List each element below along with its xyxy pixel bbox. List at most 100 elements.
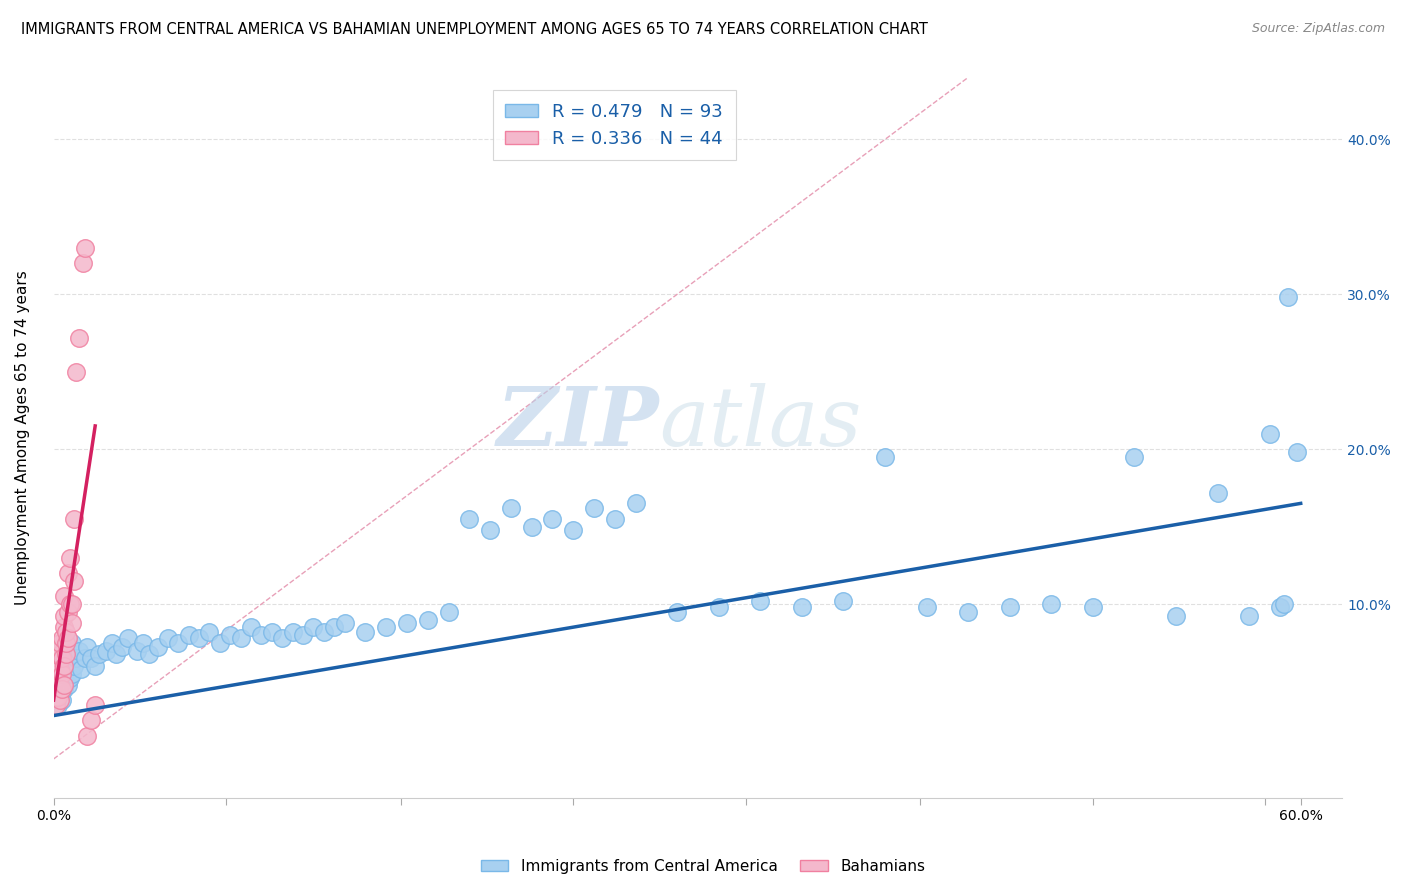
Point [51,693,73,707]
Point [46,698,69,712]
Point [49,687,72,701]
Point [499,501,522,516]
Point [292,628,315,642]
Point [167,636,190,650]
Point [177,628,200,642]
Point [873,450,896,464]
Point [156,631,179,645]
Point [998,600,1021,615]
Point [1277,290,1299,304]
Point [323,620,346,634]
Point [67,643,90,657]
Point [260,624,283,639]
Point [146,640,169,655]
Point [250,628,273,642]
Point [56,566,79,580]
Point [73,241,96,255]
Point [188,631,211,645]
Point [45,659,67,673]
Text: Source: ZipAtlas.com: Source: ZipAtlas.com [1251,22,1385,36]
Point [53,647,76,661]
Text: IMMIGRANTS FROM CENTRAL AMERICA VS BAHAMIAN UNEMPLOYMENT AMONG AGES 65 TO 74 YEA: IMMIGRANTS FROM CENTRAL AMERICA VS BAHAM… [21,22,928,37]
Point [46,659,69,673]
Point [749,594,772,608]
Point [416,613,439,627]
Legend: Immigrants from Central America, Bahamians: Immigrants from Central America, Bahamia… [475,853,931,880]
Point [55,674,77,689]
Point [51,666,73,681]
Point [53,677,76,691]
Point [49,643,72,657]
Point [55,647,77,661]
Point [53,659,76,673]
Point [56,647,79,661]
Point [94,643,117,657]
Point [73,651,96,665]
Point [101,636,124,650]
Point [1237,609,1260,624]
Point [63,512,86,526]
Point [1123,450,1146,464]
Point [60,666,83,681]
Point [45,666,67,681]
Point [53,682,76,697]
Point [479,523,502,537]
Point [45,666,67,681]
Point [1268,600,1291,615]
Point [67,331,90,345]
Point [51,682,73,697]
Point [46,662,69,676]
Point [51,631,73,645]
Point [55,654,77,668]
Point [45,690,67,704]
Point [375,620,398,634]
Point [53,609,76,624]
Point [240,620,263,634]
Point [59,597,82,611]
Point [60,597,83,611]
Point [72,256,94,270]
Point [1164,609,1187,624]
Point [46,643,69,657]
Point [49,662,72,676]
Point [219,628,242,642]
Point [562,523,585,537]
Point [49,647,72,661]
Point [56,631,79,645]
Point [80,651,103,665]
Point [59,640,82,655]
Point [53,620,76,634]
Point [51,666,73,681]
Point [208,636,231,650]
Point [49,672,72,686]
Point [271,631,294,645]
Text: atlas: atlas [659,384,862,463]
Point [84,698,107,712]
Point [1272,597,1295,611]
Point [56,605,79,619]
Point [60,636,83,650]
Point [520,519,543,533]
Point [915,600,938,615]
Point [55,636,77,650]
Legend: R = 0.479   N = 93, R = 0.336   N = 44: R = 0.479 N = 93, R = 0.336 N = 44 [492,90,735,161]
Point [1081,600,1104,615]
Point [302,620,325,634]
Point [49,656,72,670]
Point [46,677,69,691]
Point [46,690,69,704]
Point [51,651,73,665]
Point [46,672,69,686]
Point [53,590,76,604]
Point [832,594,855,608]
Point [198,624,221,639]
Point [541,512,564,526]
Point [458,512,481,526]
Point [60,615,83,630]
Point [63,659,86,673]
Point [624,496,647,510]
Point [138,647,160,661]
Point [65,365,87,379]
Point [80,713,103,727]
Point [45,698,67,712]
